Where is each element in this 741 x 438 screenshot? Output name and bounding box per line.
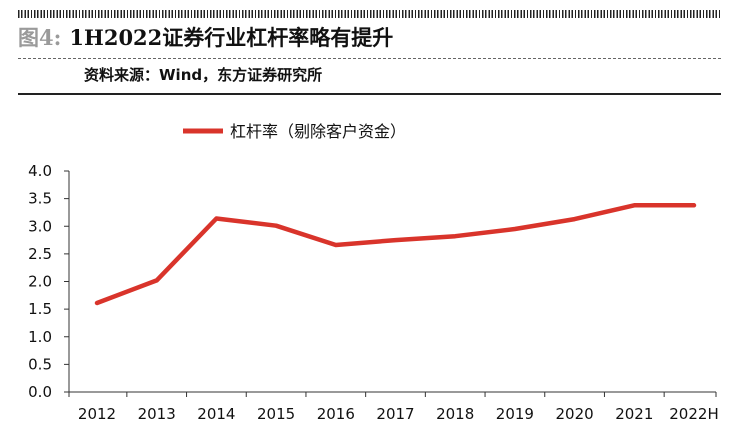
x-tick-label: 2020	[556, 405, 594, 423]
x-tick-label: 2022H	[669, 405, 718, 423]
y-axis: 0.0 0.5 1.0 1.5 2.0 2.5 3.0 3.5 4.0	[28, 162, 70, 401]
x-tick-label: 2019	[496, 405, 534, 423]
y-tick-label: 1.5	[28, 300, 52, 318]
y-tick-label: 2.5	[28, 245, 52, 263]
y-tick-label: 3.5	[28, 190, 52, 208]
y-tick-label: 0.0	[28, 383, 52, 401]
x-tick-label: 2013	[138, 405, 176, 423]
y-tick-label: 2.0	[28, 273, 52, 291]
legend-label: 杠杆率（剔除客户资金）	[230, 122, 406, 141]
x-tick-label: 2015	[257, 405, 295, 423]
series-line-leverage	[94, 203, 697, 306]
y-tick-label: 4.0	[28, 162, 52, 180]
figure-title: 图4: 1H2022证券行业杠杆率略有提升	[18, 24, 393, 52]
y-tick-label: 0.5	[28, 355, 52, 373]
dashed-divider	[18, 58, 721, 59]
x-tick-label: 2017	[376, 405, 414, 423]
y-tick-label: 1.0	[28, 328, 52, 346]
x-tick-label: 2012	[78, 405, 116, 423]
x-tick-label: 2014	[197, 405, 235, 423]
figure-title-text: 1H2022证券行业杠杆率略有提升	[69, 25, 394, 50]
top-hatched-rule	[18, 10, 721, 18]
figure-label: 图4:	[18, 25, 62, 50]
y-tick-label: 3.0	[28, 217, 52, 235]
series-group	[94, 203, 697, 306]
x-tick-label: 2021	[615, 405, 653, 423]
x-tick-label: 2018	[436, 405, 474, 423]
source-note: 资料来源：Wind，东方证券研究所	[84, 66, 323, 84]
header-bottom-rule	[18, 93, 721, 95]
x-axis: 2012 2013 2014 2015 2016 2017 2018 2019 2020 2021…	[68, 391, 719, 423]
legend: 杠杆率（剔除客户资金）	[183, 122, 406, 141]
x-tick-label: 2016	[317, 405, 355, 423]
